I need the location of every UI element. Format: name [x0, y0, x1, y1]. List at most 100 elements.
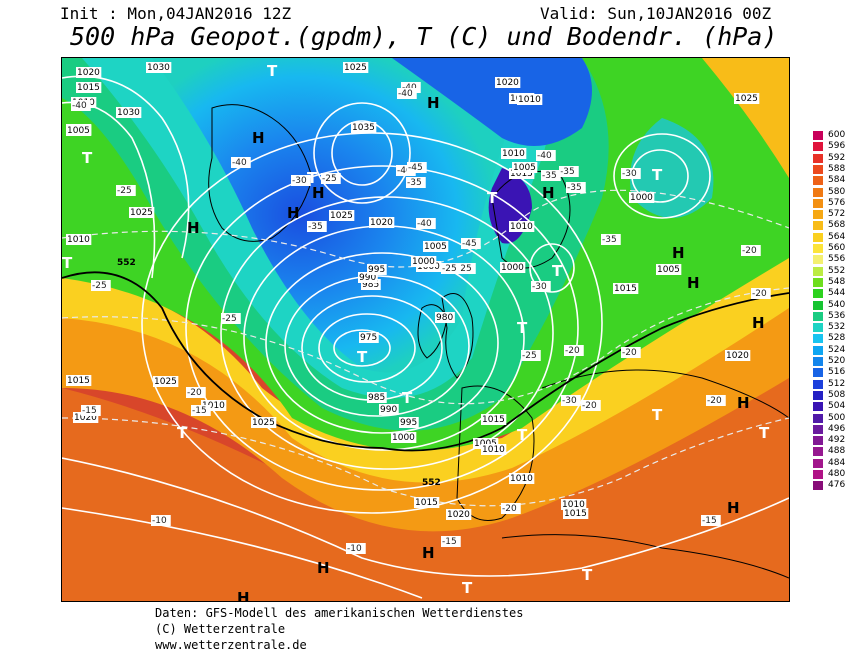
label-box [481, 414, 507, 425]
svg-text:T: T [177, 424, 188, 442]
temperature-value-label: -35 [559, 166, 579, 177]
svg-text:-20: -20 [187, 388, 202, 398]
temperature-value-label: -40 [416, 218, 436, 229]
svg-text:1015: 1015 [67, 376, 90, 386]
svg-text:1010: 1010 [482, 445, 505, 455]
label-box [423, 241, 449, 252]
legend-entry: 564 [813, 232, 849, 242]
isobar-value-label: 1020 [369, 217, 395, 228]
legend-entry: 556 [813, 254, 849, 265]
legend-swatch [813, 289, 823, 299]
legend-swatch [813, 390, 823, 400]
legend-swatch [813, 311, 823, 321]
legend-value: 484 [828, 457, 846, 468]
high-pressure-marker: H [727, 499, 740, 517]
legend-entry: 548 [813, 277, 849, 287]
svg-text:-20: -20 [622, 348, 637, 358]
legend-entry: 480 [813, 469, 849, 479]
label-box [401, 82, 421, 93]
svg-text:H: H [187, 219, 200, 237]
label-box [379, 404, 399, 415]
svg-text:1015: 1015 [77, 83, 100, 93]
high-pressure-marker: H [237, 589, 250, 601]
legend-entry: 508 [813, 390, 849, 400]
legend-entry: 576 [813, 198, 849, 208]
legend-swatch [813, 266, 823, 276]
svg-text:-40: -40 [398, 89, 413, 99]
label-box [531, 281, 551, 292]
temperature-value-label: -15 [441, 536, 461, 547]
isobar-value-label: 1005 [656, 264, 682, 275]
svg-text:985: 985 [368, 393, 385, 403]
label-box [706, 395, 726, 406]
label-box [751, 288, 771, 299]
svg-text:1025: 1025 [735, 94, 758, 104]
isobar-value-label: 1020 [495, 77, 521, 88]
temperature-value-label: -10 [151, 515, 171, 526]
label-box [566, 182, 586, 193]
legend-entry: 512 [813, 379, 849, 389]
svg-text:1015: 1015 [415, 498, 438, 508]
temperature-value-label: -30 [531, 281, 551, 292]
legend-entry: 504 [813, 401, 849, 412]
isobar-value-label: 1015 [414, 497, 440, 508]
label-box [129, 207, 155, 218]
isobar-west-1 [62, 75, 190, 259]
svg-text:T: T [582, 566, 593, 584]
temperature-value-label: -15 [81, 405, 101, 416]
legend-value: 480 [828, 469, 846, 479]
isobar-value-label: 1015 [509, 168, 535, 179]
legend-entry: 540 [813, 300, 849, 310]
temperature-value-label: -20 [751, 288, 771, 299]
ireland-outline [417, 304, 448, 359]
isobar-value-label: 1020 [73, 412, 99, 423]
svg-text:1000: 1000 [392, 433, 415, 443]
low-pressure-marker: T [652, 406, 663, 424]
isotherms [62, 189, 789, 507]
legend-swatch [813, 470, 823, 479]
label-box [500, 262, 526, 273]
label-box [367, 392, 387, 403]
isobar-value-label: 1025 [734, 93, 760, 104]
isohypse-labels: 552 552 [117, 258, 441, 488]
low-pressure-marker: T [552, 262, 563, 280]
label-box [581, 400, 601, 411]
high-pressure-marker: H [542, 184, 555, 202]
legend-swatch [813, 345, 823, 355]
legend-swatch [813, 436, 823, 446]
isobar-value-label: 980 [435, 312, 455, 323]
legend-value: 544 [828, 288, 846, 299]
svg-text:-30: -30 [292, 176, 307, 186]
temperature-value-label: -15 [701, 515, 721, 526]
low-pressure-marker: T [357, 348, 368, 366]
legend-value: 592 [828, 152, 846, 163]
svg-text:1015: 1015 [614, 284, 637, 294]
svg-text:1005: 1005 [424, 242, 447, 252]
isobar-value-label: 1005 [423, 241, 449, 252]
svg-text:1025: 1025 [130, 208, 153, 218]
high-pressure-marker: H [422, 544, 435, 562]
svg-text:1020: 1020 [370, 218, 393, 228]
label-box [321, 173, 341, 184]
africa-coast [501, 534, 789, 579]
legend-value: 572 [828, 209, 846, 220]
label-box [741, 245, 761, 256]
legend-entry: 568 [813, 220, 849, 231]
label-box [414, 497, 440, 508]
svg-text:1025: 1025 [344, 63, 367, 73]
legend-swatch [813, 255, 823, 265]
svg-text:-20: -20 [742, 246, 757, 256]
temperature-value-label: -20 [741, 245, 761, 256]
svg-text:T: T [652, 406, 663, 424]
legend-swatch [813, 481, 823, 491]
label-box [66, 234, 92, 245]
coastlines [208, 104, 789, 579]
label-box [291, 175, 311, 186]
temperature-value-label: -45 [461, 238, 481, 249]
label-box [369, 217, 395, 228]
low-pressure-marker: T [517, 319, 528, 337]
legend-value: 524 [828, 344, 846, 355]
legend-swatch [813, 142, 823, 152]
